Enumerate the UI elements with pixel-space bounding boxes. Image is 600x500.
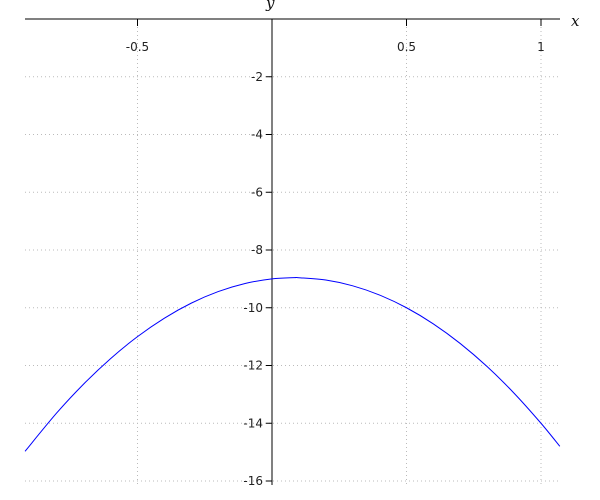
x-axis-label: x (571, 12, 580, 30)
x-tick-label: 1 (537, 40, 545, 54)
y-tick-label: -12 (243, 359, 263, 373)
y-tick-label: -4 (251, 128, 263, 142)
y-tick-label: -2 (251, 70, 263, 84)
y-tick-label: -10 (243, 301, 263, 315)
y-tick-label: -8 (251, 243, 263, 257)
x-tick-label: -0.5 (126, 40, 149, 54)
ticks: -0.5 0.5 1 -2 -4 -6 -8 -10 -12 -14 -16 (126, 19, 545, 488)
grid (25, 19, 560, 485)
y-tick-label: -16 (243, 474, 263, 488)
x-tick-label: 0.5 (397, 40, 416, 54)
y-axis-label: y (265, 0, 275, 12)
series-line (24, 276, 561, 452)
y-tick-label: -14 (243, 416, 263, 430)
y-tick-label: -6 (251, 185, 263, 199)
